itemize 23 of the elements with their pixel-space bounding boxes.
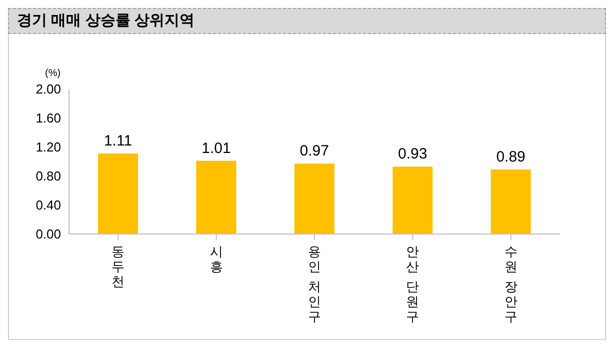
y-tick-label: 1.60 bbox=[36, 110, 61, 126]
y-tick-label: 1.20 bbox=[36, 140, 61, 155]
data-label: 0.97 bbox=[300, 142, 329, 160]
bar bbox=[196, 160, 236, 234]
x-tick-label: 시흥 bbox=[210, 244, 223, 274]
y-tick-label: 0.40 bbox=[36, 198, 61, 213]
x-tick-label: 안산 단원구 bbox=[406, 244, 420, 324]
bar bbox=[392, 166, 433, 234]
x-tick-label: 용인 처인구 bbox=[308, 244, 321, 324]
y-axis-title: (%) bbox=[45, 68, 61, 79]
data-label: 0.93 bbox=[398, 146, 428, 163]
chart-title: 경기 매매 상승률 상위지역 bbox=[8, 8, 606, 34]
data-label: 0.89 bbox=[496, 148, 526, 166]
data-label: 1.11 bbox=[104, 132, 132, 150]
y-tick-label: 0.00 bbox=[36, 226, 61, 242]
data-label: 1.01 bbox=[202, 140, 231, 157]
y-tick-label: 2.00 bbox=[36, 82, 61, 97]
bar bbox=[98, 154, 138, 234]
bar bbox=[490, 169, 531, 234]
x-tick-label: 수원 장안구 bbox=[504, 244, 518, 324]
x-tick-label: 동두천 bbox=[112, 244, 125, 289]
bar bbox=[294, 164, 334, 234]
y-tick-label: 0.80 bbox=[36, 168, 61, 184]
